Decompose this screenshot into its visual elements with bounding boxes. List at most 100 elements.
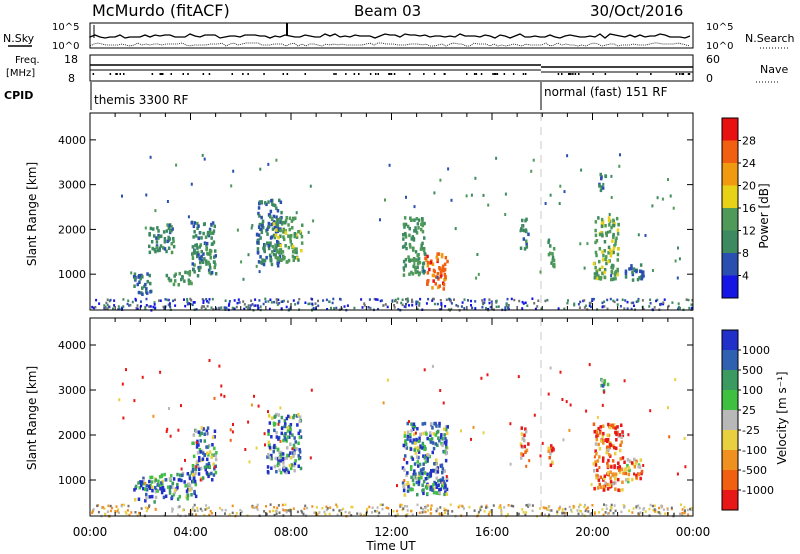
- nave-dot: [369, 73, 372, 75]
- data-cell: [212, 229, 216, 233]
- data-cell: [275, 246, 278, 250]
- data-cell: [600, 185, 603, 189]
- nave-tick-bottom: 0: [706, 72, 713, 85]
- data-cell: [446, 431, 449, 436]
- data-cell: [413, 229, 416, 233]
- data-cell: [288, 234, 292, 239]
- data-cell: [275, 228, 278, 232]
- data-cell: [265, 202, 268, 207]
- data-cell: [432, 273, 435, 278]
- data-cell: [204, 467, 207, 472]
- ground-cell: [220, 306, 223, 309]
- ground-cell: [635, 506, 638, 510]
- data-cell: [260, 230, 264, 235]
- data-cell: [154, 489, 158, 494]
- data-cell: [432, 446, 436, 451]
- data-cell: [601, 384, 605, 388]
- data-cell: [213, 429, 217, 433]
- data-cell: [520, 444, 523, 448]
- data-cell: [258, 227, 262, 231]
- data-cell: [422, 269, 425, 273]
- ground-cell: [584, 509, 587, 513]
- ground-cell: [573, 302, 576, 305]
- data-cell: [614, 481, 617, 485]
- data-cell: [615, 216, 619, 221]
- data-cell: [417, 226, 420, 230]
- data-cell: [173, 274, 176, 278]
- data-cell: [206, 232, 210, 237]
- ground-cell: [683, 506, 686, 509]
- data-cell: [160, 481, 163, 485]
- data-cell: [158, 234, 162, 239]
- colorbar-tick-label: -100: [742, 444, 767, 457]
- data-cell: [274, 414, 277, 419]
- data-cell: [434, 442, 438, 446]
- ground-cell: [445, 298, 448, 301]
- data-cell: [133, 272, 137, 276]
- data-cell: [423, 447, 426, 452]
- data-cell: [482, 193, 485, 197]
- data-cell: [198, 456, 201, 460]
- data-cell: [203, 222, 206, 226]
- ground-cell: [136, 307, 139, 311]
- data-cell: [209, 231, 213, 236]
- ground-cell: [477, 510, 480, 514]
- ground-cell: [653, 306, 656, 309]
- data-cell: [301, 223, 304, 227]
- freq-label: Freq.: [15, 55, 40, 66]
- data-cell: [211, 443, 214, 447]
- ground-cell: [112, 307, 114, 310]
- data-cell: [426, 456, 429, 460]
- data-cell: [156, 226, 159, 230]
- data-cell: [414, 472, 417, 476]
- data-cell: [298, 419, 302, 424]
- data-cell: [412, 438, 415, 442]
- data-cell: [597, 426, 600, 431]
- data-cell: [277, 235, 280, 240]
- data-cell: [620, 467, 624, 472]
- ground-cell: [488, 511, 491, 514]
- data-cell: [607, 452, 611, 457]
- data-cell: [214, 464, 217, 469]
- data-cell: [603, 390, 606, 394]
- data-cell: [208, 227, 212, 232]
- ground-cell: [399, 503, 402, 507]
- data-cell: [599, 425, 602, 429]
- ground-cell: [131, 300, 134, 304]
- data-cell: [549, 244, 552, 248]
- ground-cell: [196, 506, 199, 510]
- ground-cell: [346, 304, 349, 307]
- ground-cell: [186, 303, 189, 306]
- data-cell: [247, 253, 250, 257]
- data-cell: [193, 230, 196, 234]
- ground-cell: [533, 302, 536, 305]
- ground-cell: [115, 505, 118, 508]
- y-tick-label: 2000: [58, 223, 86, 236]
- ground-cell: [424, 506, 427, 510]
- data-cell: [443, 427, 446, 431]
- colorbar-tick-label: 500: [742, 364, 763, 377]
- ground-cell: [106, 510, 109, 513]
- data-cell: [465, 194, 468, 198]
- ground-cell: [127, 299, 130, 302]
- data-cell: [604, 257, 607, 262]
- ground-cell: [273, 513, 276, 517]
- ground-cell: [328, 300, 331, 304]
- ground-cell: [256, 503, 259, 507]
- ground-cell: [203, 305, 205, 308]
- data-cell: [403, 244, 406, 249]
- data-cell: [146, 291, 149, 295]
- data-cell: [428, 267, 431, 272]
- data-cell: [293, 445, 296, 449]
- data-cell: [644, 234, 647, 237]
- data-cell: [544, 202, 547, 205]
- data-cell: [197, 253, 200, 257]
- data-cell: [208, 443, 211, 448]
- data-cell: [291, 244, 295, 249]
- ground-cell: [227, 304, 230, 307]
- data-cell: [264, 243, 267, 247]
- data-cell: [139, 276, 142, 281]
- ground-cell: [524, 511, 527, 514]
- data-cell: [190, 493, 193, 497]
- data-cell: [291, 254, 295, 259]
